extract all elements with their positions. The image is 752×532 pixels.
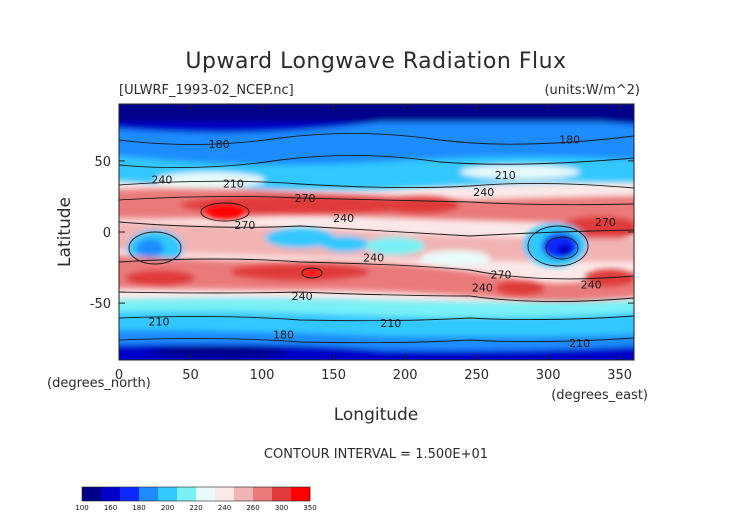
contour-label: 240 [151,173,172,186]
band-north-deep [119,104,634,122]
y-axis-title: Latitude [55,197,75,267]
x-tick-label: 0 [115,368,123,383]
colorbar-segment [272,487,292,501]
contour-label: 270 [490,269,511,282]
contour-hot-south [301,267,323,279]
contour-equator-a [119,221,634,237]
colorbar-segment [120,487,140,501]
convection-indonesia [265,228,335,248]
contour-label: 240 [472,281,493,294]
convection-africa-core [136,239,164,257]
warm-pacific-north [380,196,460,214]
colorbar-label: 180 [132,504,145,512]
colorbar-label: 300 [275,504,288,512]
contour-label: 180 [273,328,294,341]
contour-label: 210 [569,337,590,350]
file-label: [ULWRF_1993-02_NCEP.nc] [119,83,294,98]
contour-equator-b [119,258,634,280]
y-axis: 50 0 -50 [90,155,634,312]
contour-interval-label: CONTOUR INTERVAL = 1.500E+01 [264,447,488,462]
y-tick-label: -50 [90,297,111,312]
colorbar-segment [196,487,216,501]
hot-spot-north [203,204,247,220]
contour-north-d [119,195,634,206]
antarctic-core [150,346,290,358]
contour-south-c [119,337,634,344]
contour-label: 270 [595,216,616,229]
chart-title: Upward Longwave Radiation Flux [185,49,566,74]
colorbar-segment [291,487,311,501]
contour-north-c [119,180,634,189]
x-tick-label: 150 [321,368,346,383]
contour-label: 240 [292,290,313,303]
contour-label: 240 [581,279,602,292]
contour-label: 210 [495,169,516,182]
colorbar-segment [253,487,273,501]
convection-pacific [365,237,425,255]
contour-label: 180 [559,134,580,147]
contour-label: 210 [380,317,401,330]
contour-label: 210 [149,316,170,329]
core-south-warm-3 [495,280,545,296]
colorbar-segment [82,487,102,501]
x-tick-label: 250 [464,368,489,383]
core-south-warm-2 [125,270,195,286]
hot-spot-south [304,269,320,277]
contour-label: 270 [234,219,255,232]
x-tick-label: 300 [536,368,561,383]
x-axis: 0 50 100 150 200 250 300 350 [115,104,632,383]
contour-label: 240 [333,212,354,225]
contour-label: 240 [473,186,494,199]
contour-south-b [119,315,634,322]
contour-label: 270 [294,192,315,205]
contour-north-b [119,155,634,169]
convection-indonesia-2 [320,236,370,252]
colorbar-label: 350 [303,504,316,512]
core-south-warm [230,263,370,281]
colorbar-segment [101,487,121,501]
contour-hot-north [200,202,250,222]
colorbar-segment [234,487,254,501]
colorbar-segment [139,487,159,501]
x-tick-label: 50 [182,368,199,383]
colorbar-label: 100 [75,504,88,512]
contour-label: 180 [209,138,230,151]
x-tick-label: 100 [250,368,275,383]
contour-amazon-inner [545,236,579,260]
contour-south-a [119,291,634,303]
colorbar-label: 240 [218,504,231,512]
colorbar-segment [215,487,235,501]
contour-amazon [527,225,589,267]
colorbar-label: 220 [189,504,202,512]
x-tick-label: 200 [393,368,418,383]
contour-label: 240 [363,252,384,265]
patch-north-light [155,172,265,188]
convection-amazon-deep [557,244,573,256]
x-axis-title: Longitude [334,405,419,425]
colorbar: 100 160 180 200 220 240 260 300 350 [75,486,317,512]
x-tick-label: 350 [607,368,632,383]
pale-pacific-equator [420,250,490,266]
colorbar-segment [177,487,197,501]
units-label: (units:W/m^2) [544,83,640,98]
y-unit-label: (degrees_north) [47,376,151,391]
colorbar-label: 200 [161,504,174,512]
contour-label: 210 [223,178,244,191]
colorbar-label: 160 [104,504,117,512]
y-tick-label: 50 [94,155,111,170]
y-tick-label: 0 [103,226,111,241]
colorbar-segment [158,487,178,501]
contour-north-a [119,133,634,145]
colorbar-label: 260 [246,504,259,512]
colorbar-frame [81,486,311,502]
contour-africa [128,231,182,265]
patch-north-light-2 [460,165,580,179]
x-unit-label: (degrees_east) [551,388,648,403]
contour-lines [119,133,634,344]
